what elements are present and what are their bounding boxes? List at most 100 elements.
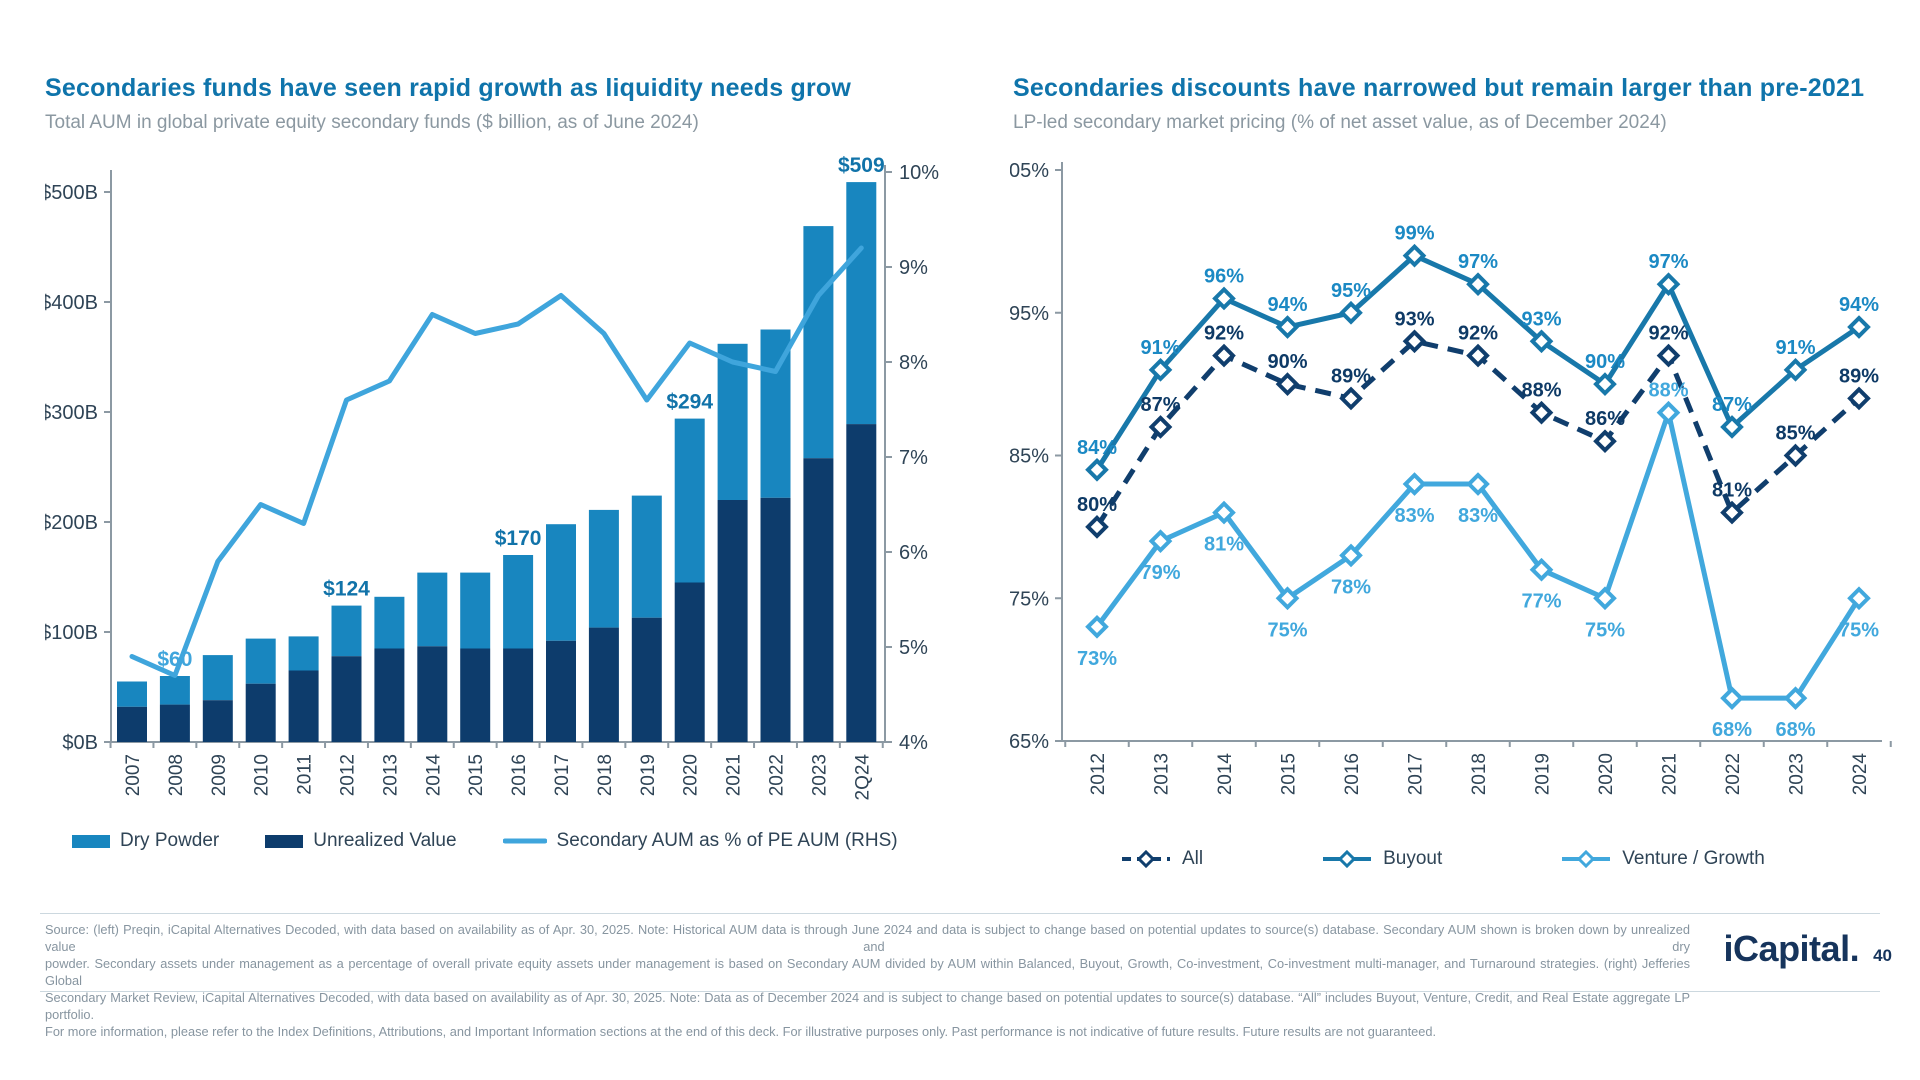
bar-dry-powder-2016 [503, 555, 534, 649]
data-point-label: 91% [1775, 337, 1815, 359]
x-axis-year-label: 2024 [1850, 753, 1871, 796]
bar-dry-powder-2019 [631, 495, 662, 618]
venture-growth-series-marker-icon [1562, 850, 1611, 868]
x-axis-year-label: 2012 [1088, 753, 1109, 795]
bar-unrealized-2014 [417, 646, 448, 742]
bar-unrealized-2Q24 [846, 424, 877, 742]
x-axis-year-label: 2016 [1342, 753, 1363, 795]
legend-label-secondary-aum: Secondary AUM as % of PE AUM (RHS) [556, 830, 898, 851]
data-point-diamond-icon [1275, 315, 1300, 339]
bar-dry-powder-2015 [460, 572, 491, 649]
data-point-diamond-icon [1085, 457, 1109, 482]
data-point-diamond-icon [1847, 386, 1871, 411]
data-point-label: 90% [1585, 351, 1625, 373]
data-point-diamond-icon [1212, 500, 1236, 525]
x-axis-year-label: 2018 [595, 754, 616, 796]
x-axis-year-label: 2012 [338, 754, 359, 796]
bar-unrealized-2011 [288, 670, 319, 742]
x-axis-year-label: 2015 [1279, 753, 1300, 795]
legend-item-venture-growth: Venture / Growth [1560, 848, 1765, 870]
bar-unrealized-2012 [331, 656, 362, 742]
data-point-diamond-icon [1783, 358, 1808, 382]
bar-unrealized-2022 [760, 497, 791, 742]
x-axis-year-label: 2021 [724, 754, 745, 796]
bar-total-label: $124 [323, 578, 370, 601]
bar-unrealized-2008 [159, 704, 190, 742]
right-axis-tick-label: 10% [899, 162, 939, 184]
data-point-label: 80% [1077, 494, 1117, 516]
right-axis-tick-label: 5% [899, 637, 928, 659]
brand-logo: iCapital. 40 [1724, 928, 1892, 970]
x-axis-year-label: 2017 [1406, 753, 1427, 795]
legend-item-all: All [1120, 848, 1203, 870]
x-axis-year-label: 2017 [552, 754, 573, 796]
x-axis-year-label: 2022 [767, 754, 788, 796]
x-axis-year-label: 2020 [681, 754, 702, 796]
y-axis-tick-label: 75% [1010, 588, 1049, 610]
data-point-label: 83% [1458, 505, 1498, 527]
x-axis-year-label: 2022 [1723, 753, 1744, 795]
footer-line: For more information, please refer to th… [45, 1024, 1437, 1039]
y-axis-tick-label: 105% [1010, 160, 1049, 182]
right-axis-tick-label: 8% [899, 352, 928, 374]
bar-dry-powder-2012 [331, 605, 362, 657]
data-point-diamond-icon [1402, 329, 1427, 354]
data-point-diamond-icon [1085, 614, 1109, 639]
right-chart-title: Secondaries discounts have narrowed but … [1013, 74, 1865, 102]
right-chart-plot: 65% 75% 85% 95% 105% 2012 2013 2014 2015 2016 2017… [1010, 160, 1892, 796]
x-axis-year-label: 2016 [509, 754, 530, 796]
bar-total-label: $60 [157, 648, 192, 671]
data-point-diamond-icon [1593, 586, 1617, 611]
data-point-label: 73% [1077, 648, 1117, 670]
dry-powder-swatch-icon [72, 834, 110, 848]
footer-line: powder. Secondary assets under managemen… [45, 956, 1690, 988]
data-point-diamond-icon [1148, 358, 1173, 382]
data-point-diamond-icon [1339, 300, 1363, 325]
x-axis-year-label: 2023 [809, 754, 830, 796]
data-point-label: 77% [1521, 591, 1561, 613]
right-chart-legend: All Buyout Venture / Growth [1120, 848, 1765, 870]
data-point-label: 89% [1331, 365, 1371, 387]
x-axis-year-label: 2020 [1596, 753, 1617, 795]
bar-unrealized-2015 [460, 648, 491, 742]
data-point-diamond-icon [1529, 557, 1554, 582]
left-chart-legend: Dry Powder Unrealized Value Secondary AU… [72, 830, 898, 852]
x-axis-year-label: 2014 [423, 754, 444, 797]
data-point-diamond-icon [1402, 472, 1427, 496]
data-point-label: 75% [1839, 619, 1879, 641]
data-point-diamond-icon [1212, 343, 1236, 368]
data-point-diamond-icon [1847, 315, 1871, 339]
data-point-diamond-icon [1148, 529, 1173, 553]
data-point-diamond-icon [1529, 400, 1554, 425]
data-point-label: 97% [1648, 251, 1688, 273]
data-point-diamond-icon [1466, 343, 1490, 368]
footer-bottom-divider [40, 991, 1880, 992]
data-point-label: 85% [1775, 423, 1815, 445]
bar-dry-powder-2Q24 [846, 182, 877, 425]
data-point-diamond-icon [1085, 515, 1109, 539]
x-axis-year-label: 2010 [252, 754, 273, 796]
bar-dry-powder-2017 [546, 524, 576, 641]
legend-item-buyout: Buyout [1321, 848, 1442, 870]
data-point-label: 93% [1521, 308, 1561, 330]
data-point-label: 94% [1839, 294, 1879, 316]
icapital-logo: iCapital. [1723, 928, 1860, 969]
data-point-label: 88% [1521, 380, 1561, 402]
x-axis-year-label: 2008 [166, 754, 187, 796]
y-axis-tick-label: 65% [1010, 731, 1049, 753]
data-point-diamond-icon [1275, 586, 1300, 611]
bar-unrealized-2009 [202, 700, 233, 742]
data-point-label: 75% [1585, 619, 1625, 641]
bar-dry-powder-2011 [288, 636, 319, 671]
bar-unrealized-2010 [245, 683, 276, 742]
data-point-diamond-icon [1783, 686, 1808, 711]
right-chart-subtitle: LP-led secondary market pricing (% of ne… [1013, 112, 1667, 133]
data-point-diamond-icon [1593, 429, 1617, 454]
bar-dry-powder-2010 [245, 638, 276, 684]
bar-dry-powder-2009 [202, 655, 233, 701]
left-chart-plot: $0B $100B $200B $300B $400B $500B 4% 5% 6% 7% 8% 9%… [45, 154, 939, 800]
data-point-label: 97% [1458, 251, 1498, 273]
data-point-label: 87% [1140, 394, 1180, 416]
x-axis-year-label: 2018 [1469, 753, 1490, 795]
data-point-diamond-icon [1212, 286, 1236, 311]
